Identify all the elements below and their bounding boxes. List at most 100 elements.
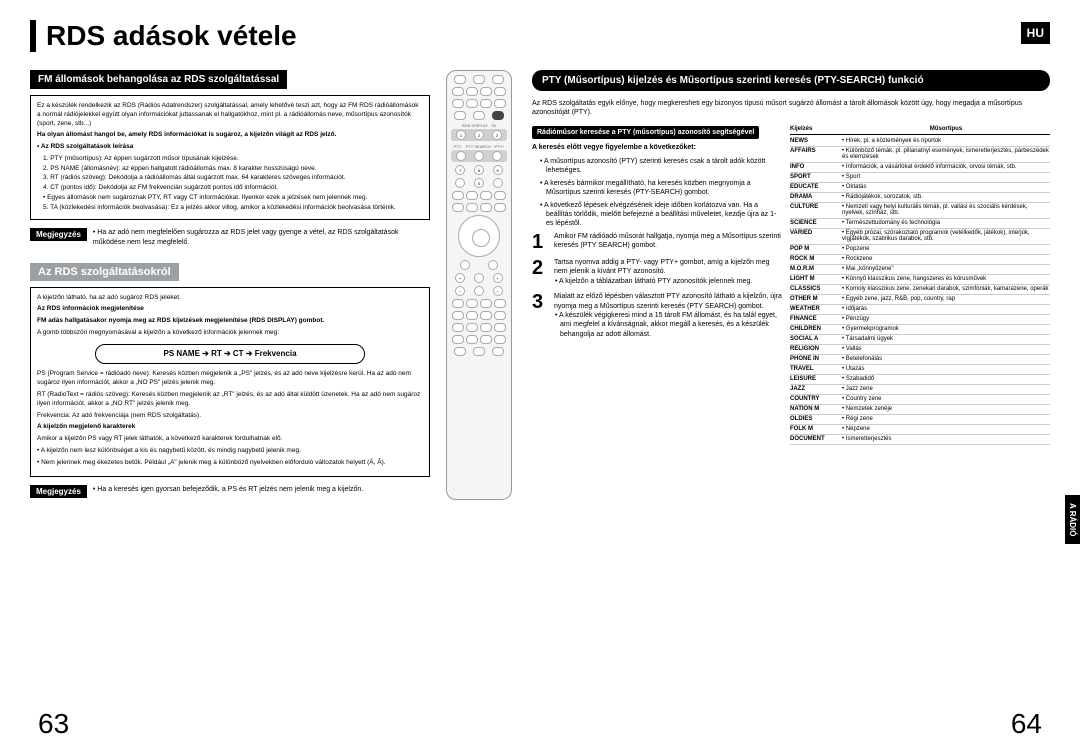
rds-desc-item: 1. PTY (műsortípus): Az éppen sugárzott … xyxy=(43,155,423,164)
pty-code: POP M xyxy=(790,246,842,252)
pty-desc: Utazás xyxy=(842,366,1050,372)
pty-code: OTHER M xyxy=(790,296,842,302)
pty-code: FOLK M xyxy=(790,426,842,432)
note-row-2: Megjegyzés • Ha a keresés igen gyorsan b… xyxy=(30,485,430,498)
pty-code: EDUCATE xyxy=(790,184,842,190)
pty-intro: Az RDS szolgáltatás egyik előnye, hogy m… xyxy=(532,99,1050,118)
pty-code: COUNTRY xyxy=(790,396,842,402)
rds-desc-item: 3. RT (rádiós szöveg): Dekódolja a rádió… xyxy=(43,174,423,183)
table-row: LEISURESzabadidő xyxy=(790,375,1050,385)
rds-desc-item: 5. TA (közlekedési információk beolvasás… xyxy=(43,204,423,213)
pty-banner: PTY (Műsortípus) kijelzés és Műsortípus … xyxy=(532,70,1050,91)
step-number: 3 xyxy=(532,292,548,339)
pty-desc: Sport xyxy=(842,174,1050,180)
page-number-right: 64 xyxy=(1011,708,1042,740)
pty-desc: Népzene xyxy=(842,426,1050,432)
note-text: • Ha a keresés igen gyorsan befejeződik,… xyxy=(93,485,363,494)
pty-code: LEISURE xyxy=(790,376,842,382)
pty-desc: Időjárás xyxy=(842,306,1050,312)
pty-code: CULTURE xyxy=(790,204,842,216)
pty-desc: Egyéb zene, jazz, R&B, pop, country, rap xyxy=(842,296,1050,302)
display-flow: PS NAME ➔ RT ➔ CT ➔ Frekvencia xyxy=(95,344,365,365)
table-row: FOLK MNépzene xyxy=(790,425,1050,435)
about-p2: FM adás hallgatásakor nyomja meg az RDS … xyxy=(37,317,423,326)
table-row: SCIENCETermészettudomány és technológia xyxy=(790,219,1050,229)
char-li2: • Nem jelennek meg ékezetes betűk. Példá… xyxy=(37,459,423,468)
table-body: NEWSHírek, pl. a közlemények és riportok… xyxy=(790,137,1050,445)
pre-search-item: • A következő lépések elvégzésének ideje… xyxy=(540,201,782,229)
table-row: CULTURENemzeti vagy helyi kulturális tém… xyxy=(790,203,1050,219)
remote-illustration: RDS DISPLAY TA 123 PTY- PTY SEARCH PTY+ … xyxy=(446,70,516,508)
table-row: CLASSICSKomoly klasszikus zene, zenekari… xyxy=(790,285,1050,295)
pty-desc: Mai „könnyűzene" xyxy=(842,266,1050,272)
pty-code: LIGHT M xyxy=(790,276,842,282)
note-label: Megjegyzés xyxy=(30,485,87,498)
table-row: WEATHERIdőjárás xyxy=(790,305,1050,315)
about-sub2: A kijelzőn megjelenő karakterek xyxy=(37,423,423,432)
pty-code: TRAVEL xyxy=(790,366,842,372)
pty-code: WEATHER xyxy=(790,306,842,312)
table-header: Kijelzés Műsortípus xyxy=(790,126,1050,135)
pty-code: AFFAIRS xyxy=(790,148,842,160)
pty-code: ROCK M xyxy=(790,256,842,262)
table-row: AFFAIRSKülönböző témák, pl. pillanatnyi … xyxy=(790,147,1050,163)
table-row: JAZZJazz zene xyxy=(790,385,1050,395)
manual-page: HU A RÁDIÓ RDS adások vétele FM állomáso… xyxy=(0,0,1080,752)
language-badge: HU xyxy=(1021,22,1050,44)
pty-desc: Természettudomány és technológia xyxy=(842,220,1050,226)
step: 3Mialatt az előző lépésben választott PT… xyxy=(532,292,782,339)
rt-desc: RT (RadioText = rádiós szöveg): Keresés … xyxy=(37,391,423,409)
section-tab: A RÁDIÓ xyxy=(1065,495,1080,544)
step-text: Amikor FM rádióadó műsorát hallgatja, ny… xyxy=(554,232,782,252)
right-column: PTY (Műsortípus) kijelzés és Műsortípus … xyxy=(532,70,1050,508)
rds-intro-box: Ez a készülék rendelkezik az RDS (Rádiós… xyxy=(30,95,430,220)
table-row: SOCIAL ATársadalmi ügyek xyxy=(790,335,1050,345)
table-row: NATION MNemzetek zenéje xyxy=(790,405,1050,415)
rds-indicator-note: Ha olyan állomást hangol be, amely RDS i… xyxy=(37,131,423,140)
pty-desc: Régi zene xyxy=(842,416,1050,422)
pty-code: SPORT xyxy=(790,174,842,180)
pty-code: SOCIAL A xyxy=(790,336,842,342)
table-row: LIGHT MKönnyű klasszikus zene, hangszere… xyxy=(790,275,1050,285)
pty-desc: Komoly klasszikus zene, zenekari darabok… xyxy=(842,286,1050,292)
pty-code: CHILDREN xyxy=(790,326,842,332)
pty-desc: Könnyű klasszikus zene, hangszeres és kó… xyxy=(842,276,1050,282)
step-number: 2 xyxy=(532,258,548,286)
step-text: Tartsa nyomva addig a PTY- vagy PTY+ gom… xyxy=(554,258,782,286)
table-row: NEWSHírek, pl. a közlemények és riportok xyxy=(790,137,1050,147)
freq-desc: Frekvencia: Az adó frekvenciája (nem RDS… xyxy=(37,412,423,421)
table-row: TRAVELUtazás xyxy=(790,365,1050,375)
pty-desc: Rádiójátékok, sorozatok, stb. xyxy=(842,194,1050,200)
pty-desc: Ismeretterjesztés xyxy=(842,436,1050,442)
remote-body: RDS DISPLAY TA 123 PTY- PTY SEARCH PTY+ … xyxy=(446,70,512,500)
left-column: FM állomások behangolása az RDS szolgált… xyxy=(30,70,430,508)
pre-search-heading: A keresés előtt vegye figyelembe a követ… xyxy=(532,143,782,152)
char-li1: • A kijelzőn nem lesz különbséget a kis … xyxy=(37,447,423,456)
pty-desc: Oktatás xyxy=(842,184,1050,190)
pre-search-item: • A keresés bármikor megállítható, ha ke… xyxy=(540,179,782,198)
search-subheading: Rádióműsor keresése a PTY (műsortípus) a… xyxy=(532,126,759,139)
pty-code: PHONE IN xyxy=(790,356,842,362)
steps-container: 1Amikor FM rádióadó műsorát hallgatja, n… xyxy=(532,232,782,340)
pty-code: OLDIES xyxy=(790,416,842,422)
pty-code: JAZZ xyxy=(790,386,842,392)
table-row: POP MPopzene xyxy=(790,245,1050,255)
table-row: DOCUMENTIsmeretterjesztés xyxy=(790,435,1050,445)
pty-desc: Popzene xyxy=(842,246,1050,252)
table-row: OLDIESRégi zene xyxy=(790,415,1050,425)
pty-desc: Betelefonálás xyxy=(842,356,1050,362)
pty-code: DOCUMENT xyxy=(790,436,842,442)
col-display: Kijelzés xyxy=(790,126,842,132)
pty-code: CLASSICS xyxy=(790,286,842,292)
table-row: RELIGIONVallás xyxy=(790,345,1050,355)
note-row-1: Megjegyzés • Ha az adó nem megfelelően s… xyxy=(30,228,430,246)
note-label: Megjegyzés xyxy=(30,228,87,241)
pty-code: VARIED xyxy=(790,230,842,242)
step: 2Tartsa nyomva addig a PTY- vagy PTY+ go… xyxy=(532,258,782,286)
pty-desc: Társadalmi ügyek xyxy=(842,336,1050,342)
table-row: M.O.R.MMai „könnyűzene" xyxy=(790,265,1050,275)
rds-desc-heading: • Az RDS szolgáltatások leírása xyxy=(37,143,423,152)
table-row: ROCK MRockzene xyxy=(790,255,1050,265)
step: 1Amikor FM rádióadó műsorát hallgatja, n… xyxy=(532,232,782,252)
page-number-left: 63 xyxy=(38,708,69,740)
